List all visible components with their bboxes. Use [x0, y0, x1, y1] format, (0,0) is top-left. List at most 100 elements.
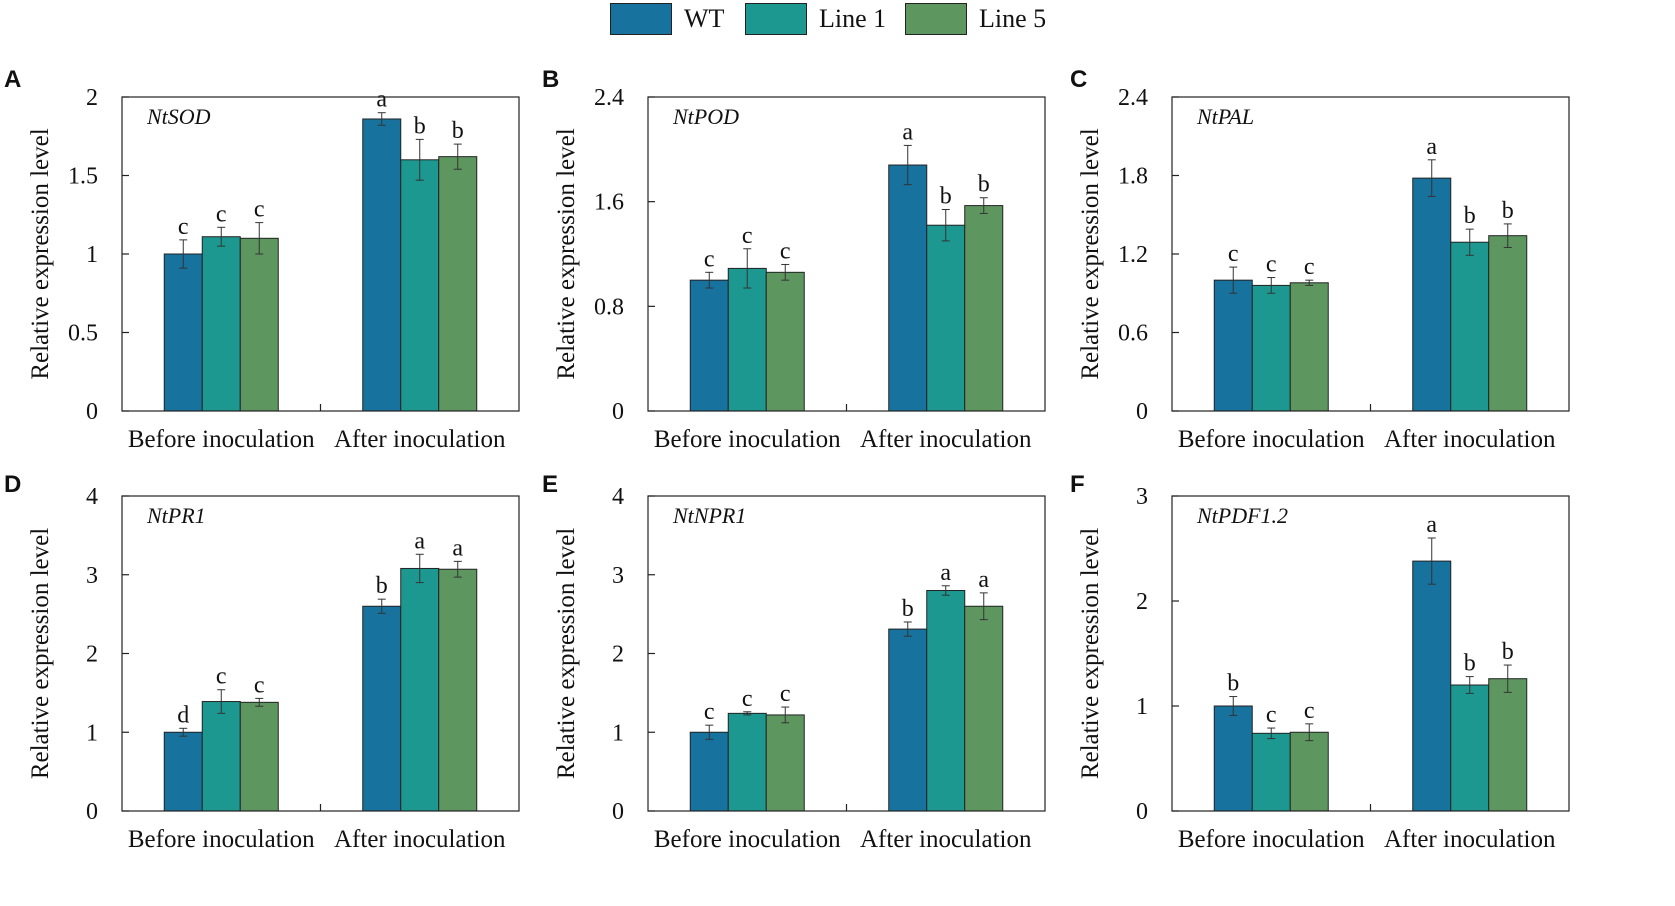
- panel-a-sig-letter-0-0: c: [178, 214, 189, 240]
- legend-swatch-wt: [610, 3, 672, 35]
- panel-c-ytick-label-1: 0.6: [1118, 321, 1148, 347]
- panel-f-ytick-label-2: 2: [1136, 589, 1148, 615]
- panel-a-letter: A: [4, 66, 21, 93]
- panel-d-category-label-0: Before inoculation: [128, 826, 315, 853]
- panel-a-sig-letter-1-0: c: [216, 201, 227, 227]
- panel-f-sig-letter-2-1: b: [1502, 639, 1514, 665]
- panel-f-ytick-label-3: 3: [1136, 484, 1148, 510]
- panel-b-sig-letter-2-0: c: [780, 238, 791, 264]
- panel-e-sig-letter-2-1: a: [978, 567, 989, 593]
- panel-e-bar-wt-0: [689, 731, 729, 812]
- panel-d-bar-wt-0: [163, 731, 203, 812]
- legend-swatch-line-5: [905, 3, 967, 35]
- panel-b-sig-letter-0-0: c: [704, 246, 715, 272]
- panel-b-sig-letter-1-0: c: [742, 223, 753, 249]
- panel-e-ytick-label-0: 0: [612, 799, 624, 825]
- panel-e-letter: E: [542, 471, 558, 498]
- panel-f-sig-letter-1-0: c: [1266, 702, 1277, 728]
- panel-a-category-label-0: Before inoculation: [128, 426, 315, 453]
- panel-d-ytick-label-0: 0: [86, 799, 98, 825]
- panel-d-sig-letter-1-0: c: [216, 664, 227, 690]
- panel-b-category-label-1: After inoculation: [860, 426, 1032, 453]
- panel-c-gene-title: NtPAL: [1196, 104, 1254, 129]
- panel-a-gene-title: NtSOD: [146, 104, 211, 129]
- panel-f-bar-line-1-0: [1251, 732, 1291, 812]
- panel-f-ylabel: Relative expression level: [1077, 528, 1104, 779]
- legend-label-line-5: Line 5: [979, 4, 1047, 33]
- panel-e-sig-letter-0-1: b: [902, 596, 914, 622]
- panel-c-letter: C: [1070, 66, 1087, 93]
- panel-c-bar-line-1-0: [1251, 284, 1291, 412]
- panel-f-ytick-label-1: 1: [1136, 694, 1148, 720]
- panel-c-ytick-label-0: 0: [1136, 399, 1148, 425]
- panel-c-ytick-label-4: 2.4: [1118, 85, 1148, 111]
- panel-b-letter: B: [542, 66, 559, 93]
- legend-item-line-5: Line 5: [905, 2, 1046, 36]
- panel-b-ytick-label-2: 1.6: [594, 190, 624, 216]
- panel-e-ylabel: Relative expression level: [553, 528, 580, 779]
- panel-a-bar-wt-1: [362, 118, 402, 412]
- panel-b-bar-wt-1: [888, 164, 928, 412]
- panel-c-sig-letter-1-0: c: [1266, 252, 1277, 278]
- panel-a-bar-line-1-1: [400, 159, 440, 412]
- panel-b-gene-title: NtPOD: [672, 104, 739, 129]
- panel-a-sig-letter-2-0: c: [254, 197, 265, 223]
- panel-c-ytick-label-3: 1.8: [1118, 164, 1148, 190]
- panel-f-bar-line-5-0: [1289, 731, 1329, 812]
- legend: WT Line 1 Line 5: [0, 0, 1675, 40]
- panel-a-sig-letter-0-1: a: [376, 87, 387, 113]
- panel-f-letter: F: [1070, 471, 1085, 498]
- panel-c-sig-letter-2-1: b: [1502, 198, 1514, 224]
- panel-d-sig-letter-1-1: a: [414, 528, 425, 554]
- panel-e-sig-letter-2-0: c: [780, 681, 791, 707]
- panel-d-category-label-1: After inoculation: [334, 826, 506, 853]
- panel-b-sig-letter-0-1: a: [902, 119, 913, 145]
- panel-e-bar-line-1-1: [926, 590, 966, 812]
- panel-d-gene-title: NtPR1: [146, 503, 206, 528]
- panel-f-bar-line-1-1: [1450, 684, 1490, 812]
- panel-c-ylabel: Relative expression level: [1077, 128, 1104, 379]
- panel-f-gene-title: NtPDF1.2: [1196, 503, 1288, 528]
- panel-b-bar-line-5-0: [765, 271, 805, 412]
- panel-d-sig-letter-2-1: a: [452, 535, 463, 561]
- panel-e-gene-title: NtNPR1: [672, 503, 746, 528]
- panel-d: D Relative expression level d c c Before inoc…: [4, 471, 520, 853]
- legend-swatch-line-1: [745, 3, 807, 35]
- panel-b-bar-line-1-1: [926, 224, 966, 412]
- panel-e-bar-wt-1: [888, 628, 928, 812]
- panel-b-category-label-0: Before inoculation: [654, 426, 841, 453]
- panel-e-ytick-label-2: 2: [612, 642, 624, 668]
- panel-f-category-label-1: After inoculation: [1384, 826, 1556, 853]
- panel-d-bar-line-5-0: [239, 701, 279, 812]
- panel-c-category-label-1: After inoculation: [1384, 426, 1556, 453]
- panel-c-bar-line-1-1: [1450, 241, 1490, 412]
- panel-a-bar-line-5-0: [239, 237, 279, 412]
- panel-b-sig-letter-2-1: b: [978, 172, 990, 198]
- panel-d-bar-line-1-0: [201, 701, 241, 812]
- panel-a-ytick-label-4: 2: [86, 85, 98, 111]
- panel-a-ytick-label-0: 0: [86, 399, 98, 425]
- panel-d-sig-letter-0-1: b: [376, 573, 388, 599]
- panel-b-bar-line-1-0: [727, 267, 767, 412]
- legend-item-wt: WT: [610, 2, 724, 36]
- panel-a-bar-line-5-1: [438, 156, 478, 412]
- panel-b: B Relative expression level c c c Before inoc…: [542, 66, 1046, 453]
- panel-c-sig-letter-1-1: b: [1464, 203, 1476, 229]
- panel-e-sig-letter-0-0: c: [704, 699, 715, 725]
- panel-e-category-label-1: After inoculation: [860, 826, 1032, 853]
- panel-d-sig-letter-0-0: d: [177, 702, 189, 728]
- panel-d-ylabel: Relative expression level: [27, 528, 54, 779]
- panel-f-bar-line-5-1: [1488, 678, 1528, 812]
- panel-d-ytick-label-2: 2: [86, 642, 98, 668]
- panel-c: C Relative expression level c c c Before inoc…: [1070, 66, 1570, 453]
- panel-e-bar-line-5-1: [964, 605, 1004, 812]
- panel-b-ytick-label-1: 0.8: [594, 294, 624, 320]
- panel-e-ytick-label-4: 4: [612, 484, 624, 510]
- panel-f-category-label-0: Before inoculation: [1178, 826, 1365, 853]
- panel-e-ytick-label-1: 1: [612, 720, 624, 746]
- panel-e-bar-line-5-0: [765, 714, 805, 812]
- panel-b-bar-line-5-1: [964, 205, 1004, 412]
- panel-c-ytick-label-2: 1.2: [1118, 242, 1148, 268]
- panel-c-bar-line-5-0: [1289, 282, 1329, 412]
- panel-c-bar-line-5-1: [1488, 235, 1528, 412]
